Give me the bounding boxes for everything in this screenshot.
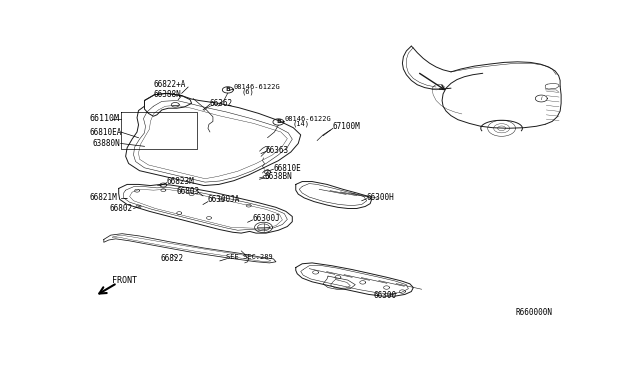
Text: 66110M: 66110M — [90, 114, 120, 123]
Text: 6638BN: 6638BN — [264, 173, 292, 182]
Text: FRONT: FRONT — [112, 276, 137, 285]
Text: 66362: 66362 — [210, 99, 233, 108]
Text: 66822+A: 66822+A — [154, 80, 186, 89]
Text: (14): (14) — [292, 120, 309, 126]
Text: 08146-6122G: 08146-6122G — [234, 84, 280, 90]
Text: 66821M: 66821M — [90, 193, 118, 202]
Text: 66810EA: 66810EA — [90, 128, 122, 137]
Text: (6): (6) — [241, 88, 254, 94]
Text: 63880N: 63880N — [92, 139, 120, 148]
Text: 66823M: 66823M — [167, 177, 195, 186]
Text: 66363: 66363 — [266, 146, 289, 155]
Text: 66300: 66300 — [374, 291, 397, 300]
Text: 67100M: 67100M — [333, 122, 361, 131]
Text: 66802: 66802 — [110, 204, 133, 213]
Text: 66388N: 66388N — [154, 90, 181, 99]
Text: i: i — [541, 96, 542, 101]
Text: 66300H: 66300H — [367, 193, 394, 202]
Text: B: B — [225, 87, 230, 92]
Text: 66822: 66822 — [161, 254, 184, 263]
Text: 66810E: 66810E — [273, 164, 301, 173]
Text: 66300JA: 66300JA — [208, 195, 241, 204]
Text: B: B — [276, 119, 281, 125]
Text: R660000N: R660000N — [515, 308, 552, 317]
Text: 66803: 66803 — [177, 187, 200, 196]
Text: 08146-6122G: 08146-6122G — [284, 116, 331, 122]
Text: 66300J: 66300J — [253, 214, 280, 223]
Text: SEE SEC.289: SEE SEC.289 — [227, 254, 273, 260]
